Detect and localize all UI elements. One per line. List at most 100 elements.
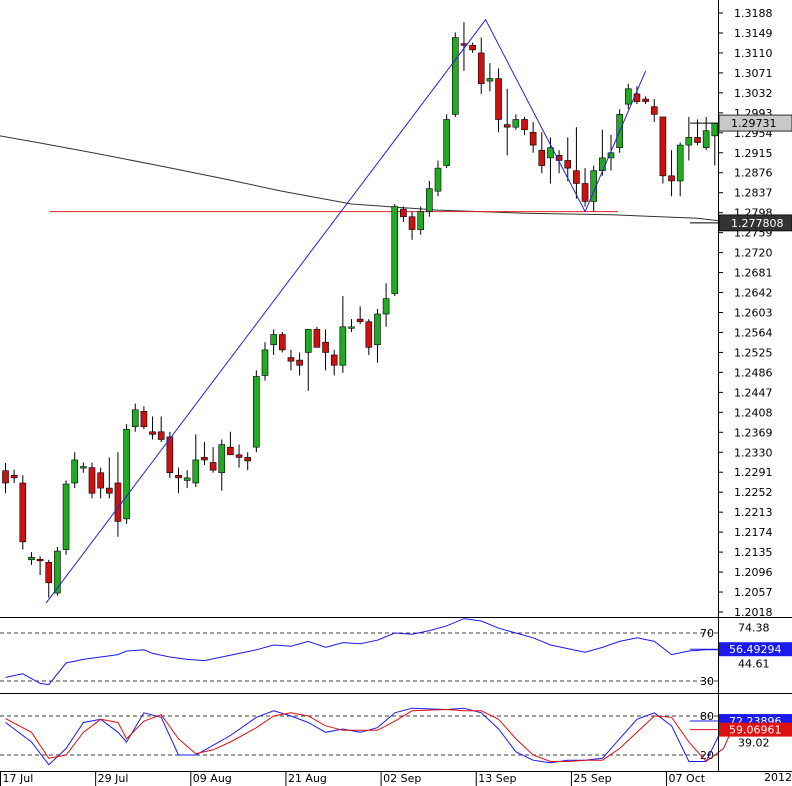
candle-body (45, 562, 53, 584)
candle-body (348, 326, 355, 329)
candle-body (382, 298, 390, 315)
candle-body (157, 431, 165, 440)
level-label: 80 (700, 710, 714, 723)
candle-body (417, 211, 425, 230)
candle-body (711, 122, 719, 137)
y-tick-label: 1.2447 (734, 386, 773, 399)
x-tick-label: 02 Sep (383, 772, 421, 785)
candle-body (512, 119, 520, 128)
x-tick-label: 17 Jul (3, 772, 34, 785)
y-tick-label: 1.2564 (734, 326, 773, 339)
candle-body (97, 472, 104, 489)
y-tick-label: 1.2876 (734, 167, 773, 180)
level-label: 70 (700, 627, 714, 640)
candle-body (408, 216, 416, 230)
time-axis: 17 Jul 29 Jul 09 Aug 21 Aug 02 Sep 13 Sep 25 S… (0, 771, 706, 786)
candle-body (685, 137, 693, 146)
candle-body (175, 475, 182, 479)
candle-body (201, 457, 208, 461)
candle-body (80, 466, 87, 469)
candle-body (607, 152, 615, 159)
candle-body (296, 359, 303, 366)
stochastic-badge (719, 722, 792, 737)
y-tick-label: 1.2603 (734, 307, 773, 320)
candle-body (88, 467, 96, 494)
candle-body (244, 457, 251, 462)
y-tick-label: 1.2915 (734, 147, 773, 160)
level-label: 30 (700, 675, 714, 688)
year-label: 2012 (764, 771, 792, 784)
x-tick-label: 09 Aug (193, 772, 232, 785)
y-tick-label: 1.3071 (734, 67, 773, 80)
y-tick-label: 1.2408 (734, 406, 773, 419)
rsi-badge (719, 642, 792, 657)
y-tick-label: 1.2135 (734, 546, 773, 559)
candle-body (391, 206, 399, 294)
rsi-axis-label: 44.61 (738, 657, 770, 670)
y-tick-label: 1.2837 (734, 187, 773, 200)
candle-body (28, 556, 35, 561)
zigzag-line (45, 18, 647, 604)
candle-body (694, 137, 701, 143)
candle-body (503, 124, 511, 128)
candle-body (62, 483, 70, 550)
candle-body (451, 37, 459, 115)
candle-body (304, 329, 312, 353)
candle-body (538, 149, 546, 166)
candle-body (702, 130, 710, 148)
candle-body (356, 318, 364, 323)
candle-body (477, 52, 485, 84)
candle-body (322, 341, 329, 353)
y-tick-label: 1.2018 (734, 606, 773, 619)
y-tick-label: 1.2525 (734, 346, 773, 359)
y-tick-label: 1.2681 (734, 267, 773, 280)
candle-body (36, 558, 44, 562)
candle-body (573, 170, 580, 184)
stochastic-badge-label: 59.06961 (729, 724, 782, 737)
y-tick-label: 1.2642 (734, 287, 773, 300)
candle-body (434, 167, 442, 192)
candle-body (547, 147, 554, 159)
candle-body (209, 462, 217, 471)
y-tick-label: 1.2252 (734, 486, 773, 499)
y-tick-label: 1.2291 (734, 466, 773, 479)
candle-body (668, 175, 675, 182)
y-tick-label: 1.2096 (734, 566, 773, 579)
candle-body (659, 116, 667, 177)
y-tick-label: 1.2720 (734, 247, 773, 260)
candle-body (140, 411, 148, 427)
candle-body (443, 119, 450, 166)
y-tick-label: 1.3188 (734, 7, 773, 20)
candle-body (495, 78, 502, 120)
y-tick-label: 1.3149 (734, 27, 773, 40)
candle-body (123, 428, 130, 520)
candle-body (642, 98, 649, 102)
candle-body (564, 160, 572, 169)
candle-body (624, 88, 632, 105)
x-tick-label: 29 Jul (98, 772, 129, 785)
candle-body (106, 487, 113, 494)
y-tick-label: 1.3032 (734, 87, 773, 100)
x-tick-label: 13 Sep (478, 772, 516, 785)
y-tick-label: 1.2174 (734, 526, 773, 539)
candle-body (650, 106, 658, 115)
candle-body (166, 436, 174, 474)
candle-body (71, 459, 78, 484)
moving-average-line (0, 135, 741, 224)
candle-body (426, 188, 433, 212)
candle-body (261, 349, 269, 376)
candle-body (374, 313, 381, 346)
x-tick-label: 25 Sep (573, 772, 611, 785)
candle-body (54, 550, 61, 594)
candle-body (235, 454, 243, 458)
candle-body (253, 376, 260, 448)
candle-body (365, 321, 373, 348)
candle-body (330, 354, 338, 366)
candle-body (149, 431, 156, 435)
y-tick-label: 1.3110 (734, 47, 773, 60)
candle-body (486, 78, 494, 82)
candle-body (19, 482, 27, 543)
candle-body (590, 170, 598, 202)
candle-body (287, 357, 295, 362)
